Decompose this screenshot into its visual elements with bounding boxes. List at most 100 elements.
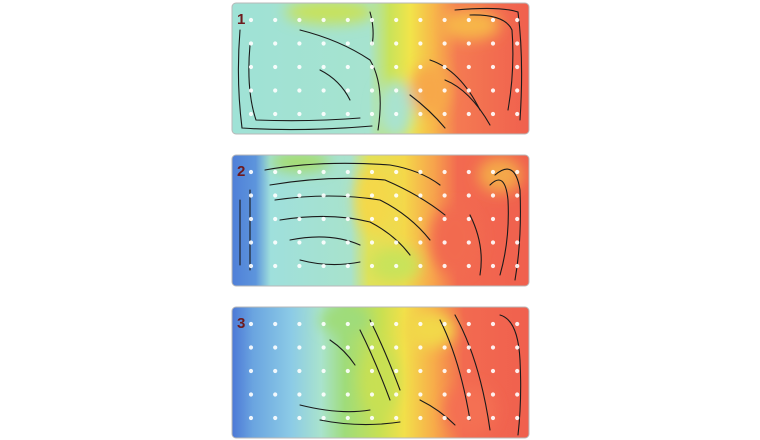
probe-dot	[515, 17, 520, 23]
probe-dot	[466, 17, 471, 23]
probe-dot	[515, 111, 520, 117]
probe-dot	[273, 17, 278, 23]
panel: 1	[231, 2, 530, 135]
probe-dot	[248, 169, 254, 175]
probe-dot	[248, 368, 254, 374]
probe-dot	[345, 392, 350, 397]
probe-dot	[394, 263, 399, 269]
probe-dot	[466, 415, 471, 421]
probe-dot	[369, 345, 375, 350]
probe-dot	[515, 41, 520, 46]
probe-dot	[321, 41, 326, 46]
probe-dot	[394, 88, 399, 93]
probe-dot	[345, 193, 350, 198]
probe-dot	[418, 263, 423, 269]
probe-dot	[418, 64, 423, 70]
probe-dot	[321, 111, 326, 117]
probe-dot	[248, 240, 254, 245]
probe-dot	[466, 41, 471, 46]
probe-dot	[466, 368, 471, 374]
probe-dot	[321, 392, 326, 397]
probe-dot	[273, 240, 278, 245]
panel-border	[231, 154, 530, 287]
streamlines	[239, 162, 521, 281]
probe-dot	[490, 17, 496, 23]
probe-dot	[442, 17, 447, 23]
probe-dot	[442, 392, 447, 397]
probe-dot	[345, 111, 350, 117]
probe-dot	[490, 193, 496, 198]
panel: 3	[231, 306, 530, 439]
probe-dot	[515, 193, 520, 198]
probe-dot	[442, 41, 447, 46]
probe-dot	[442, 345, 447, 350]
probe-dot	[369, 169, 375, 175]
probe-dot	[273, 392, 278, 397]
probe-dot	[394, 41, 399, 46]
probe-dot	[466, 392, 471, 397]
probe-dot	[394, 216, 399, 222]
probe-dot	[297, 216, 302, 222]
probe-dot	[345, 17, 350, 23]
probe-dot	[466, 193, 471, 198]
probe-dot	[490, 345, 496, 350]
probe-dot	[466, 169, 471, 175]
probe-dot	[321, 216, 326, 222]
probe-dot	[394, 368, 399, 374]
probe-dot	[442, 368, 447, 374]
probe-dot	[345, 88, 350, 93]
probe-dot	[515, 169, 520, 175]
probe-dot	[273, 415, 278, 421]
probe-dot	[345, 216, 350, 222]
panel: 2	[231, 154, 530, 287]
probe-dot	[418, 193, 423, 198]
probe-dot	[369, 216, 375, 222]
probe-dot	[297, 169, 302, 175]
probe-dot	[490, 263, 496, 269]
probe-dot	[297, 240, 302, 245]
probe-dot	[466, 321, 471, 327]
probe-dot	[515, 345, 520, 350]
probe-dot	[273, 345, 278, 350]
probe-dot	[394, 17, 399, 23]
probe-dot	[273, 111, 278, 117]
probe-dot	[248, 415, 254, 421]
probe-dots	[248, 17, 520, 117]
probe-dot	[345, 64, 350, 70]
probe-dot	[369, 111, 375, 117]
probe-dot	[345, 240, 350, 245]
probe-dot	[369, 392, 375, 397]
probe-dot	[369, 41, 375, 46]
probe-dot	[369, 415, 375, 421]
probe-dot	[321, 240, 326, 245]
probe-dots	[248, 169, 520, 269]
field-detail	[270, 155, 522, 283]
probe-dot	[442, 240, 447, 245]
probe-dot	[442, 321, 447, 327]
probe-dot	[369, 321, 375, 327]
probe-dot	[442, 88, 447, 93]
probe-dot	[394, 64, 399, 70]
probe-dot	[273, 41, 278, 46]
probe-dot	[466, 64, 471, 70]
probe-dot	[297, 263, 302, 269]
probe-dot	[273, 64, 278, 70]
probe-dot	[490, 111, 496, 117]
probe-dot	[490, 321, 496, 327]
probe-dot	[394, 111, 399, 117]
probe-dot	[394, 169, 399, 175]
probe-dot	[442, 169, 447, 175]
probe-dot	[321, 368, 326, 374]
probe-dot	[394, 193, 399, 198]
probe-dot	[273, 216, 278, 222]
probe-dot	[490, 240, 496, 245]
probe-dot	[490, 169, 496, 175]
probe-dot	[297, 64, 302, 70]
probe-dot	[321, 17, 326, 23]
probe-dot	[248, 17, 254, 23]
probe-dot	[297, 88, 302, 93]
streamlines	[299, 314, 522, 436]
probe-dot	[248, 64, 254, 70]
probe-dot	[297, 345, 302, 350]
probe-dot	[345, 321, 350, 327]
